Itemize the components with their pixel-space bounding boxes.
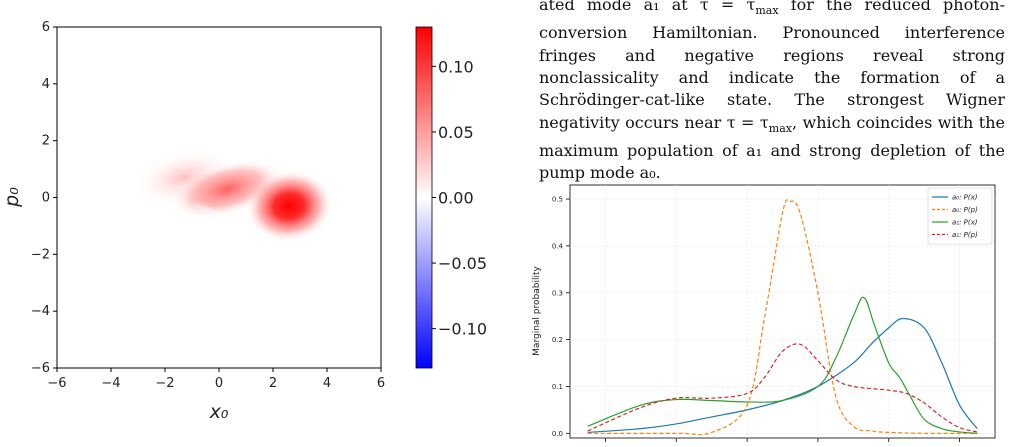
heatmap-density bbox=[131, 147, 334, 243]
wigner-heatmap: −6 −4 −2 0 2 4 6 −6 −4 −2 0 2 4 6 x₀ p₀ bbox=[1, 20, 385, 423]
marginal-chart: 0.00.10.20.30.40.5 Marginal probability … bbox=[532, 184, 996, 442]
caption-sub-2: max bbox=[768, 121, 792, 135]
marginal-grid bbox=[570, 185, 995, 438]
heatmap-x-tick-label: −2 bbox=[155, 376, 174, 391]
series-line bbox=[587, 317, 978, 433]
marginal-ticks: 0.0 0.1 0.2 0.3 0.4 0.5 bbox=[552, 196, 960, 442]
marginal-legend: a₀: P(x) a₀: P(p) a₁: P(x) a₁: P(p) bbox=[927, 187, 993, 245]
marginal-y-label: Marginal probability bbox=[532, 266, 542, 356]
caption-part-1: ated mode a₁ at τ = τ bbox=[539, 0, 756, 14]
marginal-y-tick-label: 0.2 bbox=[552, 336, 563, 344]
caption-part-2: for the reduced photon-conversion Hamilt… bbox=[539, 0, 1005, 132]
colorbar-tick-label: −0.05 bbox=[438, 254, 487, 273]
heatmap-y-tick-label: 2 bbox=[42, 134, 50, 149]
wigner-blob bbox=[191, 200, 231, 226]
colorbar-ticks: 0.10 0.05 0.00 −0.05 −0.10 bbox=[432, 57, 487, 339]
heatmap-x-tick-label: 0 bbox=[215, 376, 223, 391]
heatmap-x-tick-label: −4 bbox=[101, 376, 120, 391]
heatmap-x-tick-label: −6 bbox=[47, 376, 66, 391]
heatmap-ticks: −6 −4 −2 0 2 4 6 −6 −4 −2 0 2 4 6 bbox=[31, 20, 385, 391]
legend-label: a₀: P(p) bbox=[952, 206, 978, 214]
heatmap-y-label: p₀ bbox=[1, 187, 23, 208]
wigner-blob bbox=[245, 169, 334, 243]
series-line bbox=[587, 296, 978, 434]
colorbar-tick-label: −0.10 bbox=[438, 320, 487, 339]
colorbar-tick-label: 0.10 bbox=[438, 57, 474, 76]
legend-label: a₁: P(x) bbox=[952, 219, 978, 227]
marginal-y-tick-label: 0.0 bbox=[552, 430, 563, 438]
marginal-series bbox=[587, 199, 978, 436]
heatmap-y-tick-label: −6 bbox=[31, 361, 50, 376]
legend-label: a₁: P(p) bbox=[952, 231, 978, 239]
caption-part-3: , which coincides with the maximum popul… bbox=[539, 112, 1005, 183]
heatmap-x-tick-label: 2 bbox=[269, 376, 277, 391]
heatmap-y-tick-label: −4 bbox=[31, 304, 50, 319]
heatmap-y-tick-label: −2 bbox=[31, 247, 50, 262]
caption-sub-1: max bbox=[755, 4, 779, 18]
heatmap-x-tick-label: 4 bbox=[323, 376, 331, 391]
heatmap-x-label: x₀ bbox=[209, 401, 229, 423]
marginal-y-tick-label: 0.1 bbox=[552, 383, 563, 391]
colorbar-tick-label: 0.00 bbox=[438, 189, 474, 208]
heatmap-y-tick-label: 6 bbox=[42, 20, 50, 35]
caption-paragraph: ated mode a₁ at τ = τmax for the reduced… bbox=[539, 0, 1005, 185]
heatmap-x-tick-label: 6 bbox=[377, 376, 385, 391]
colorbar-tick-label: 0.05 bbox=[438, 123, 474, 142]
legend-label: a₀: P(x) bbox=[952, 194, 978, 202]
legend-box bbox=[927, 187, 993, 245]
colorbar-gradient bbox=[415, 26, 433, 369]
marginal-y-tick-label: 0.4 bbox=[552, 242, 564, 250]
heatmap-y-tick-label: 0 bbox=[42, 191, 50, 206]
marginal-frame bbox=[569, 184, 996, 439]
heatmap-y-tick-label: 4 bbox=[42, 77, 50, 92]
marginal-y-tick-label: 0.5 bbox=[552, 196, 563, 204]
series-line bbox=[587, 343, 978, 433]
colorbar: 0.10 0.05 0.00 −0.05 −0.10 bbox=[415, 26, 487, 369]
marginal-y-tick-label: 0.3 bbox=[552, 289, 563, 297]
